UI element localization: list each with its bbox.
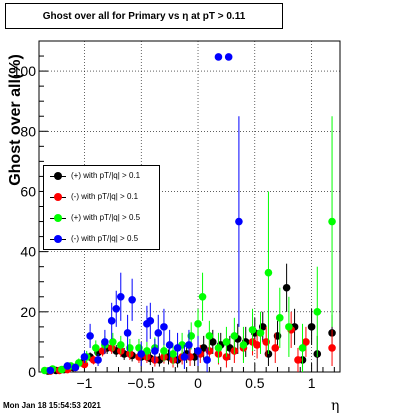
data-point bbox=[224, 53, 233, 61]
data-point bbox=[160, 323, 168, 331]
data-point bbox=[137, 350, 146, 358]
y-tick-label: 20 bbox=[20, 304, 36, 320]
data-point bbox=[276, 314, 284, 322]
data-point bbox=[128, 295, 136, 304]
y-tick-label: 40 bbox=[20, 244, 36, 260]
data-point bbox=[198, 292, 207, 301]
data-point bbox=[186, 353, 194, 361]
data-point bbox=[80, 353, 89, 361]
legend-item-neg-01: (-) with pT/|q| > 0.1 bbox=[44, 187, 159, 208]
x-tick-label: −1 bbox=[76, 375, 92, 391]
data-point bbox=[294, 356, 302, 364]
data-point bbox=[208, 338, 217, 346]
data-point bbox=[214, 344, 223, 352]
legend-item-pos-05: (+) with pT/|q| > 0.5 bbox=[44, 208, 159, 229]
data-point bbox=[253, 341, 261, 349]
y-tick-label: 100 bbox=[13, 63, 37, 79]
data-point bbox=[151, 347, 159, 355]
legend-marker-green bbox=[54, 214, 62, 222]
y-tick-label: 0 bbox=[28, 364, 36, 380]
y-tick-label: 60 bbox=[20, 183, 36, 199]
data-point bbox=[302, 338, 310, 346]
timestamp-label: Mon Jan 18 15:54:53 2021 bbox=[3, 401, 101, 410]
x-tick-label: 0 bbox=[194, 375, 202, 391]
data-point bbox=[160, 347, 168, 355]
data-point bbox=[86, 332, 94, 340]
x-axis-label: η bbox=[331, 398, 340, 414]
data-point bbox=[109, 338, 117, 346]
legend-label: (+) with pT/|q| > 0.1 bbox=[71, 171, 141, 180]
legend-label: (-) with pT/|q| > 0.5 bbox=[71, 234, 139, 243]
data-point bbox=[107, 317, 116, 325]
data-point bbox=[313, 308, 322, 316]
data-point bbox=[222, 338, 231, 346]
data-point bbox=[230, 332, 239, 340]
data-point bbox=[307, 323, 316, 331]
data-point bbox=[285, 323, 293, 331]
data-point bbox=[46, 366, 55, 375]
data-point bbox=[169, 350, 177, 358]
data-point bbox=[282, 283, 291, 292]
data-point bbox=[271, 344, 280, 352]
data-point bbox=[199, 344, 208, 352]
data-point bbox=[235, 217, 243, 226]
data-point bbox=[248, 326, 257, 334]
chart-title: Ghost over all for Primary vs η at pT > … bbox=[5, 3, 283, 29]
data-point bbox=[205, 332, 214, 340]
legend-marker-blue bbox=[54, 235, 62, 243]
data-point bbox=[63, 362, 72, 370]
legend-item-neg-05: (-) with pT/|q| > 0.5 bbox=[44, 229, 159, 250]
data-point bbox=[203, 356, 211, 364]
legend-item-pos-01: (+) with pT/|q| > 0.1 bbox=[44, 166, 159, 187]
data-point bbox=[222, 353, 231, 361]
x-tick-label: 1 bbox=[308, 375, 316, 391]
data-point bbox=[180, 353, 189, 361]
legend-marker-black bbox=[54, 172, 62, 180]
data-point bbox=[112, 305, 121, 313]
data-point bbox=[101, 338, 109, 346]
data-point bbox=[264, 268, 273, 277]
data-points bbox=[40, 53, 336, 375]
data-point bbox=[123, 329, 132, 337]
data-point bbox=[328, 217, 336, 226]
legend-box: (+) with pT/|q| > 0.1 (-) with pT/|q| > … bbox=[43, 165, 160, 250]
data-point bbox=[194, 347, 202, 355]
data-point bbox=[328, 344, 336, 352]
x-tick-label: 0.5 bbox=[245, 375, 265, 391]
data-point bbox=[143, 347, 151, 355]
legend-marker-red bbox=[54, 193, 62, 201]
data-point bbox=[239, 341, 248, 349]
data-point bbox=[91, 344, 100, 352]
data-point bbox=[94, 356, 102, 364]
y-tick-label: 80 bbox=[20, 123, 36, 139]
data-point bbox=[71, 363, 80, 372]
data-point bbox=[116, 341, 125, 349]
data-point bbox=[194, 320, 202, 328]
data-point bbox=[57, 365, 66, 374]
legend-label: (+) with pT/|q| > 0.5 bbox=[71, 213, 141, 222]
y-axis-label: Ghost over all(%) bbox=[7, 54, 24, 186]
data-point bbox=[146, 317, 155, 325]
data-point bbox=[107, 344, 116, 352]
legend-label: (-) with pT/|q| > 0.1 bbox=[71, 192, 139, 201]
data-point bbox=[154, 329, 163, 337]
data-point bbox=[256, 329, 265, 337]
data-point bbox=[298, 344, 307, 352]
data-point bbox=[173, 344, 182, 352]
data-point bbox=[116, 292, 125, 301]
data-point bbox=[214, 53, 223, 61]
data-point bbox=[185, 341, 193, 349]
data-point bbox=[40, 366, 49, 375]
data-point bbox=[165, 341, 174, 349]
x-tick-label: −0.5 bbox=[127, 375, 155, 391]
